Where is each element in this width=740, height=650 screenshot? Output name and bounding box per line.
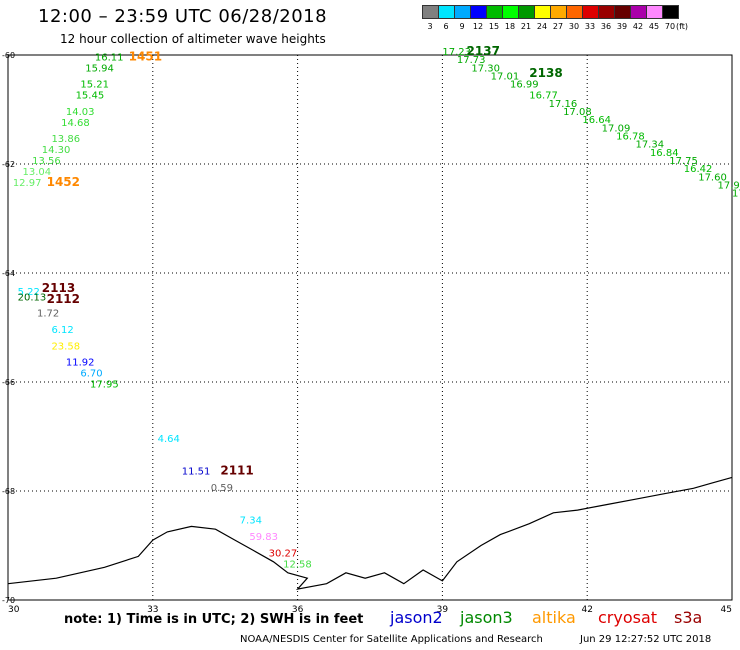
wave-height-label: 17.34 — [635, 140, 664, 151]
note-text: note: 1) Time is in UTC; 2) SWH is in fe… — [64, 612, 364, 627]
wave-height-label: 17.23 — [442, 47, 471, 58]
wave-height-label: 15.45 — [76, 91, 105, 102]
wave-height-label: 14.68 — [61, 118, 90, 129]
wave-height-label: 4.64 — [158, 434, 180, 445]
wave-height-label: 59.83 — [249, 532, 278, 543]
coastline — [7, 476, 733, 591]
y-tick-label: -64 — [2, 269, 15, 278]
satellite-label-s3a: s3a — [674, 608, 703, 627]
wave-height-label: 13.86 — [51, 134, 80, 145]
wave-height-label: 15.21 — [80, 80, 109, 91]
wave-height-label: 12.97 — [13, 178, 42, 189]
wave-height-label: 16.64 — [582, 115, 611, 126]
legend-label: 36 — [600, 22, 612, 31]
legend-label: 15 — [488, 22, 500, 31]
satellite-label-cryosat: cryosat — [598, 608, 658, 627]
pass-time-label: 1452 — [47, 175, 80, 189]
wave-height-label: 17.09 — [602, 123, 631, 134]
wave-height-label: 17.60 — [698, 172, 727, 183]
legend-label: 18 — [504, 22, 516, 31]
pass-time-label: 2137 — [467, 44, 500, 58]
credit-text: NOAA/NESDIS Center for Satellite Applica… — [240, 634, 543, 645]
wave-height-label: 17.73 — [457, 55, 486, 66]
legend-label: 9 — [459, 22, 465, 31]
wave-height-label: 12.58 — [283, 559, 312, 570]
wave-height-label: 11.51 — [182, 467, 211, 478]
legend-label: 30 — [568, 22, 580, 31]
wave-height-label: 16.78 — [616, 131, 645, 142]
satellite-label-jason3: jason3 — [460, 608, 513, 627]
wave-height-label: 14.03 — [66, 107, 95, 118]
y-tick-label: -60 — [2, 51, 15, 60]
x-tick-label: 42 — [581, 605, 592, 615]
legend-label: 21 — [520, 22, 532, 31]
legend-label: 6 — [443, 22, 449, 31]
wave-height-label: 7.34 — [240, 516, 262, 527]
wave-height-label: 16.84 — [650, 148, 679, 159]
wave-height-label: 5.22 — [18, 287, 40, 298]
page-title: 12:00 – 23:59 UTC 06/28/2018 — [38, 6, 328, 27]
legend-label: 3 — [427, 22, 433, 31]
legend-label: 24 — [536, 22, 548, 31]
legend-label: 45 — [648, 22, 660, 31]
wave-height-label: 20.13 — [18, 292, 47, 303]
wave-height-label: 6.12 — [51, 325, 73, 336]
wave-height-label: 16.42 — [684, 164, 713, 175]
wave-height-label: 17.30 — [471, 63, 500, 74]
wave-height-label: 13.56 — [32, 156, 61, 167]
wave-height-label: 0.59 — [211, 483, 233, 494]
wave-height-label: 17.75 — [669, 156, 698, 167]
wave-height-label: 17.1 — [732, 189, 740, 200]
pass-time-label: 2111 — [220, 464, 253, 478]
color-legend — [422, 5, 679, 19]
legend-label: 42 — [632, 22, 644, 31]
wave-height-label: 13.04 — [22, 167, 51, 178]
x-tick-label: 39 — [437, 605, 449, 615]
y-tick-label: -62 — [2, 160, 15, 169]
wave-height-label: 1.72 — [37, 309, 59, 320]
wave-height-label: 17.95 — [90, 379, 119, 390]
legend-label: 39 — [616, 22, 628, 31]
x-tick-label: 30 — [8, 605, 20, 615]
legend-label: 33 — [584, 22, 596, 31]
wave-height-label: 11.92 — [66, 358, 95, 369]
wave-height-label: 15.94 — [85, 63, 114, 74]
wave-height-label: 6.70 — [80, 369, 102, 380]
satellite-label-jason2: jason2 — [390, 608, 443, 627]
wave-height-label: 23.58 — [51, 341, 80, 352]
pass-time-label: 2138 — [529, 66, 562, 80]
pass-time-label: 2113 — [42, 281, 75, 295]
wave-height-label: 16.77 — [529, 91, 558, 102]
timestamp-text: Jun 29 12:27:52 UTC 2018 — [580, 634, 712, 645]
wave-height-label: 16.99 — [510, 80, 539, 91]
satellite-label-altika: altika — [532, 608, 576, 627]
map-frame — [7, 54, 733, 601]
legend-label: 27 — [552, 22, 564, 31]
x-tick-label: 36 — [292, 605, 304, 615]
page-subtitle: 12 hour collection of altimeter wave hei… — [60, 32, 326, 46]
wave-height-label: 14.30 — [42, 145, 71, 156]
legend-swatch — [662, 5, 679, 19]
wave-height-label: 16.11 — [95, 52, 124, 63]
wave-height-label: 17.01 — [491, 72, 520, 83]
y-tick-label: -66 — [2, 378, 15, 387]
wave-height-label: 17.16 — [549, 99, 578, 110]
wave-height-label: 30.27 — [269, 548, 298, 559]
legend-label: 70 — [664, 22, 676, 31]
y-tick-label: -70 — [2, 596, 15, 605]
legend-label: 12 — [472, 22, 484, 31]
legend-unit: (ft) — [675, 22, 689, 31]
x-tick-label: 33 — [147, 605, 158, 615]
wave-height-label: 17.97 — [718, 181, 740, 192]
wave-height-label: 17.08 — [563, 107, 592, 118]
pass-time-label: 2112 — [47, 292, 80, 306]
x-tick-label: 45 — [721, 605, 732, 615]
y-tick-label: -68 — [2, 487, 15, 496]
pass-time-label: 1451 — [129, 49, 162, 63]
